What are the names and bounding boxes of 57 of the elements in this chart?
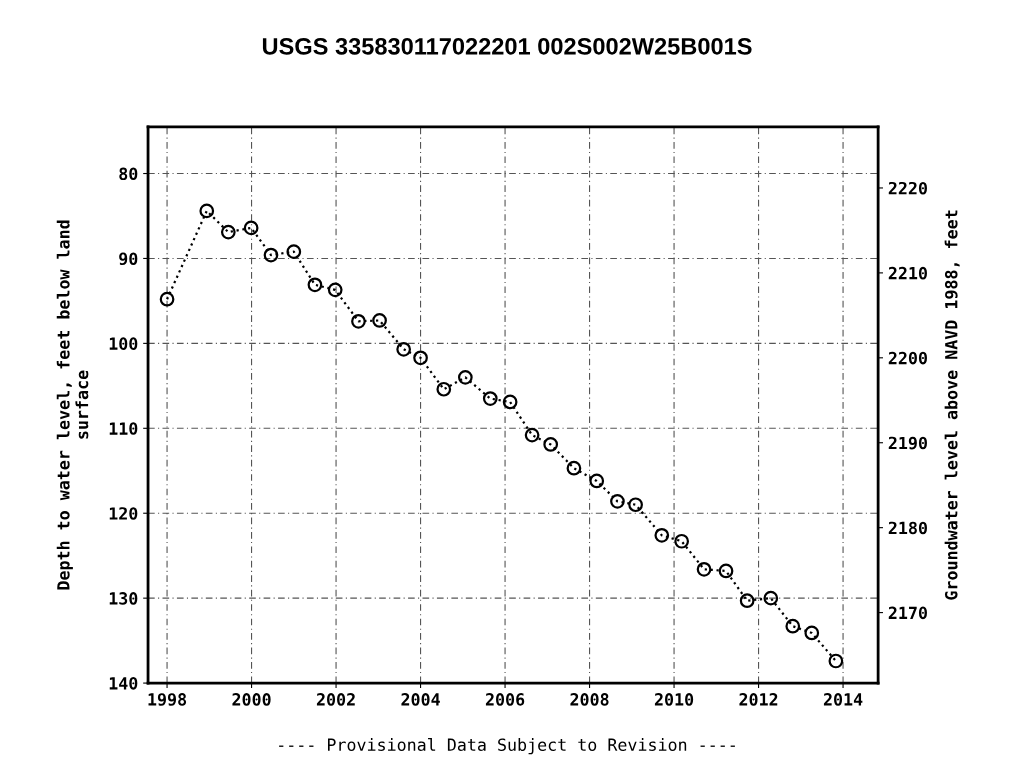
y-tick-label: 110 bbox=[109, 422, 138, 435]
point bbox=[610, 493, 625, 509]
point bbox=[436, 381, 452, 397]
point bbox=[457, 369, 473, 385]
y-tick-label: 120 bbox=[109, 507, 138, 520]
x-tick-label: 2008 bbox=[570, 693, 609, 706]
y-tick-label: 100 bbox=[109, 337, 138, 350]
chart-title: USGS 335830117022201 002S002W25B001S bbox=[262, 37, 752, 55]
point bbox=[243, 220, 259, 236]
point bbox=[674, 533, 690, 549]
point bbox=[543, 437, 559, 452]
y-tick-label: 130 bbox=[109, 592, 138, 605]
y2-tick-label: 2180 bbox=[888, 521, 927, 535]
point bbox=[413, 350, 428, 366]
point bbox=[589, 473, 605, 489]
x-tick-label: 2006 bbox=[485, 693, 525, 706]
point bbox=[482, 391, 498, 406]
point bbox=[654, 527, 670, 543]
point bbox=[566, 460, 582, 476]
point bbox=[327, 282, 343, 298]
x-tick-label: 2000 bbox=[232, 693, 271, 706]
point bbox=[739, 593, 755, 609]
y2-tick-label: 2210 bbox=[888, 266, 927, 280]
point bbox=[263, 247, 279, 263]
point bbox=[351, 313, 366, 329]
point bbox=[396, 341, 412, 357]
y2-axis-title: Groundwater level above NAVD 1988, feet bbox=[944, 210, 960, 600]
point bbox=[628, 497, 643, 513]
y-axis-title: Depth to water level, feet below land surface bbox=[56, 220, 89, 590]
text: ---- Provisional Data Subject to Revision ---- bbox=[279, 738, 735, 755]
x-tick-label: 1998 bbox=[148, 693, 187, 706]
y-tick-label: 90 bbox=[119, 252, 138, 266]
y-tick-label: 140 bbox=[109, 677, 138, 690]
point bbox=[307, 277, 323, 293]
point bbox=[220, 224, 236, 240]
y2-tick-label: 2220 bbox=[888, 181, 927, 195]
x-tick-label: 2004 bbox=[401, 693, 440, 706]
point bbox=[828, 653, 844, 669]
point bbox=[286, 244, 302, 260]
point bbox=[696, 561, 712, 577]
point bbox=[502, 394, 518, 410]
point bbox=[718, 563, 734, 579]
y2-tick-label: 2170 bbox=[888, 606, 927, 620]
y-tick-label: 80 bbox=[119, 167, 138, 181]
point bbox=[524, 427, 540, 443]
x-tick-label: 2010 bbox=[654, 693, 694, 706]
point bbox=[785, 618, 801, 634]
y2-tick-label: 2200 bbox=[888, 351, 927, 365]
point bbox=[159, 291, 175, 307]
point bbox=[372, 313, 387, 328]
x-tick-label: 2014 bbox=[823, 693, 863, 706]
x-tick-label: 2012 bbox=[739, 693, 778, 706]
point bbox=[199, 203, 215, 219]
point bbox=[763, 590, 779, 606]
y2-tick-label: 2190 bbox=[888, 436, 927, 450]
point bbox=[804, 625, 820, 641]
x-tick-label: 2002 bbox=[316, 693, 355, 706]
